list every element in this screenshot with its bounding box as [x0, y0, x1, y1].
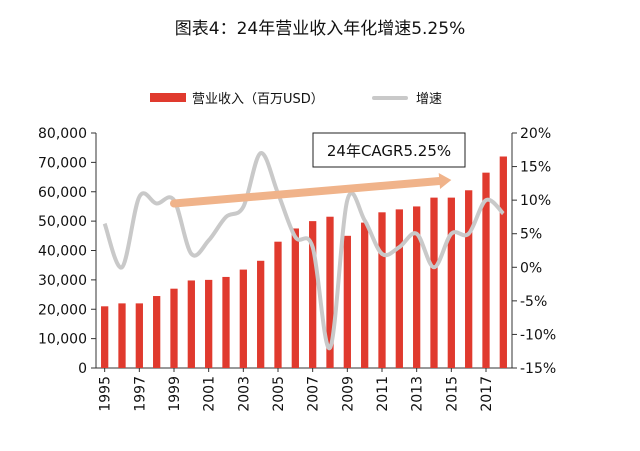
cagr-annotation-box — [312, 132, 466, 168]
y-right-tick-label: 5% — [520, 227, 542, 243]
y-left-tick-label: 10,000 — [38, 332, 87, 348]
bar-revenue-2016 — [465, 190, 473, 368]
y-right-tick-label: -5% — [520, 294, 547, 310]
bar-revenue-2017 — [482, 172, 490, 368]
y-left-tick-label: 80,000 — [38, 126, 87, 142]
x-tick-label: 2011 — [375, 376, 391, 412]
cagr-annotation-text: 24年CAGR5.25% — [327, 142, 451, 160]
cagr-arrow-shaft — [170, 177, 444, 208]
x-tick-label: 2007 — [306, 376, 322, 412]
y-right-tick-label: -15% — [520, 361, 556, 377]
bar-revenue-1998 — [153, 296, 161, 368]
bar-revenue-2009 — [343, 235, 351, 368]
chart-title: 图表4：24年营业收入年化增速5.25% — [174, 19, 466, 39]
bar-revenue-2011 — [378, 212, 386, 368]
x-tick-label: 1997 — [132, 376, 148, 412]
legend-swatch-growth — [372, 95, 408, 100]
bar-revenue-2008 — [326, 216, 334, 368]
y-left-tick-label: 20,000 — [38, 302, 87, 318]
cagr-arrow-head — [438, 173, 452, 189]
bar-revenue-2000 — [187, 280, 195, 368]
legend-label-growth: 增速 — [416, 92, 443, 107]
x-tick-label: 2015 — [444, 376, 460, 412]
x-tick-label: 2003 — [236, 376, 252, 412]
legend-item-growth: 增速 — [372, 88, 442, 107]
x-tick-label: 1995 — [98, 376, 114, 412]
y-left-tick-label: 40,000 — [38, 244, 87, 260]
bar-revenue-2002 — [222, 276, 230, 368]
bar-revenue-2010 — [361, 222, 369, 368]
bar-revenue-2007 — [309, 221, 317, 368]
legend-swatch-revenue — [150, 93, 186, 102]
y-left-tick-label: 30,000 — [38, 273, 87, 289]
bar-revenue-2003 — [239, 269, 247, 368]
bar-revenue-1999 — [170, 288, 178, 368]
y-left-tick-label: 70,000 — [38, 155, 87, 171]
y-right-tick-label: 0% — [520, 260, 542, 276]
bar-revenue-2005 — [274, 241, 282, 368]
y-left-tick-label: 50,000 — [38, 214, 87, 230]
x-tick-label: 2013 — [410, 376, 426, 412]
bar-revenue-2001 — [205, 279, 213, 368]
bar-revenue-1995 — [101, 306, 109, 368]
y-right-tick-label: -10% — [520, 327, 556, 343]
y-right-tick-label: 20% — [520, 126, 551, 142]
bar-revenue-2004 — [257, 260, 265, 368]
bar-revenue-2012 — [395, 209, 403, 368]
x-tick-label: 2005 — [271, 376, 287, 412]
x-tick-label: 2017 — [479, 376, 495, 412]
y-left-tick-label: 0 — [78, 361, 87, 377]
bar-revenue-2018 — [499, 156, 507, 368]
x-tick-label: 2009 — [340, 376, 356, 412]
bar-revenue-2006 — [291, 228, 299, 368]
y-right-tick-label: 10% — [520, 193, 551, 209]
bar-revenue-2015 — [447, 197, 455, 368]
legend-item-revenue: 营业收入（百万USD） — [150, 88, 324, 107]
bar-revenue-2014 — [430, 197, 438, 368]
bar-revenue-1996 — [118, 303, 126, 368]
y-right-tick-label: 15% — [520, 160, 551, 176]
bar-revenue-1997 — [135, 303, 143, 368]
bar-revenue-2013 — [413, 206, 421, 368]
legend-label-revenue: 营业收入（百万USD） — [192, 92, 324, 107]
y-left-tick-label: 60,000 — [38, 185, 87, 201]
x-tick-label: 2001 — [202, 376, 218, 412]
x-tick-label: 1999 — [167, 376, 183, 412]
